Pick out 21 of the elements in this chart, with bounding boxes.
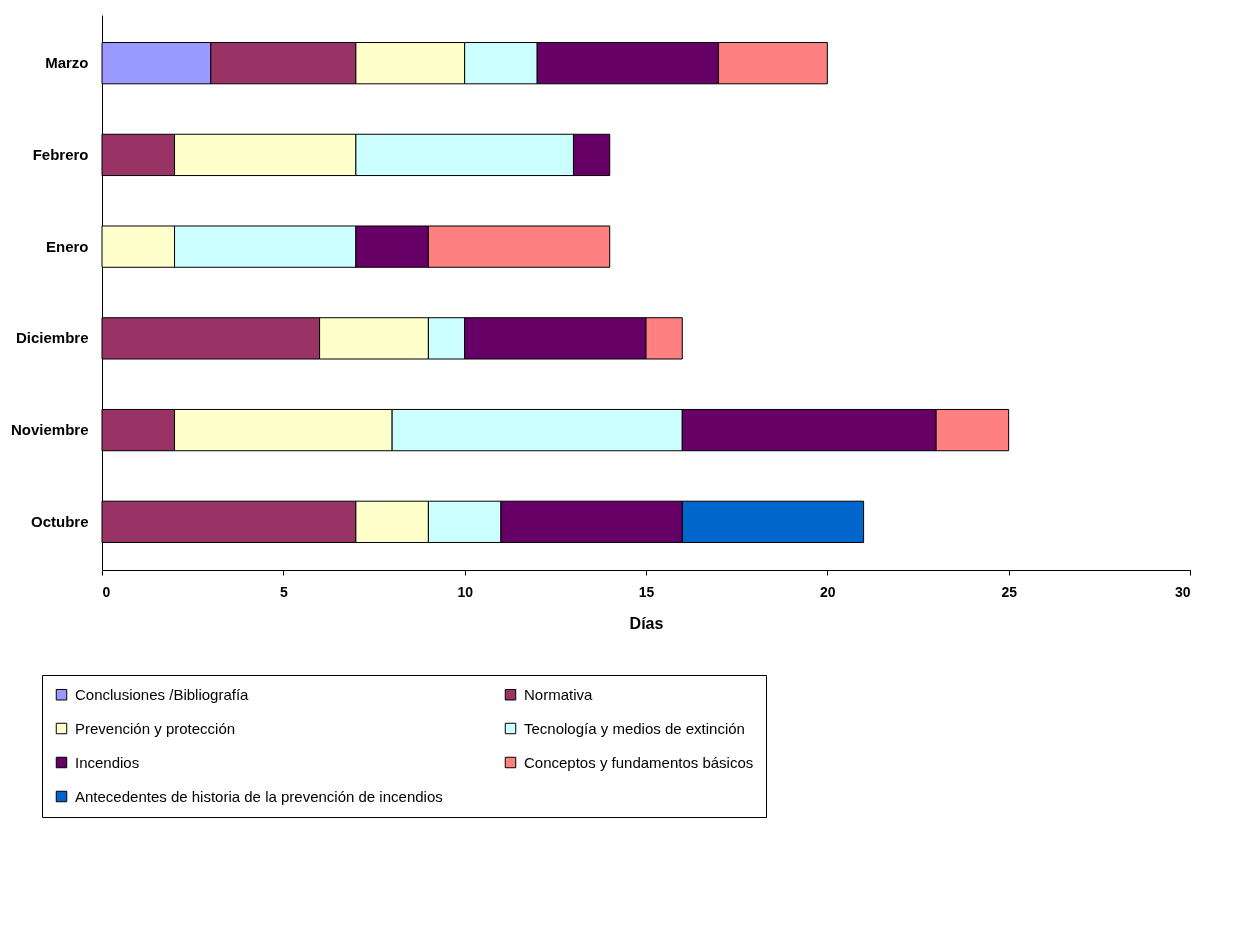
y-tick-label: Octubre [30,512,89,530]
legend-label: Tecnología y medios de extinción [524,719,745,737]
legend-label: Antecedentes de historia de la prevención de incendios [75,787,443,805]
y-tick-label: Febrero [32,145,89,163]
y-tick-label: Noviembre [10,421,89,439]
legend-label: Conceptos y fundamentos básicos [524,753,754,771]
x-tick-label: 20 [820,583,836,600]
x-tick-label: 0 [102,583,111,600]
x-tick-label: 25 [1001,583,1018,600]
x-tick-label: 5 [279,583,288,600]
x-tick-label: 30 [1174,583,1191,600]
legend-label: Conclusiones /Bibliografía [75,685,250,703]
x-tick-label: 10 [457,583,474,600]
x-axis-title: Días [629,614,664,632]
y-tick-label: Marzo [45,54,89,72]
x-tick-label: 15 [638,583,655,600]
legend-label: Normativa [524,685,594,703]
y-tick-label: Enero [45,237,89,255]
legend-label: Prevención y protección [75,719,236,737]
y-tick-label: Diciembre [15,329,89,347]
legend-label: Incendios [75,753,140,771]
